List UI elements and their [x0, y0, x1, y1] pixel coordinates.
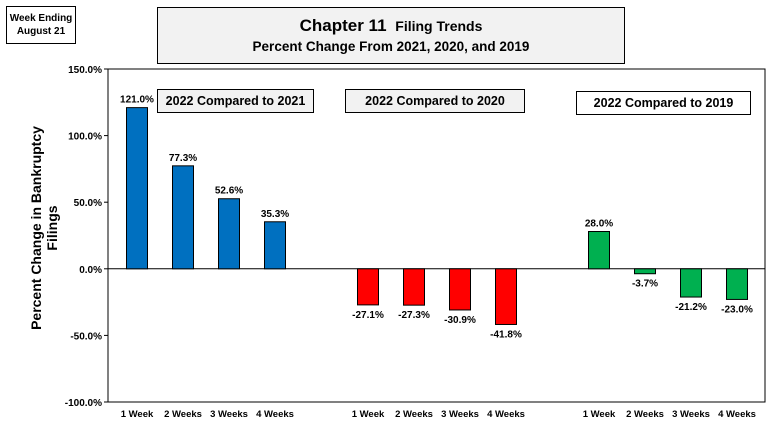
- x-tick-label: 2 Weeks: [395, 409, 433, 420]
- bar: [726, 268, 748, 300]
- chart-title-main: Chapter 11: [299, 16, 387, 35]
- bar: [218, 198, 240, 270]
- bar: [264, 221, 286, 270]
- y-tick-label: -100.0%: [65, 398, 102, 409]
- bar: [634, 268, 656, 275]
- x-tick-label: 4 Weeks: [256, 409, 294, 420]
- plot-area: [107, 68, 766, 403]
- bar: [588, 231, 610, 270]
- data-label: 28.0%: [585, 219, 613, 230]
- x-tick-label: 3 Weeks: [210, 409, 248, 420]
- data-label: 121.0%: [120, 95, 154, 106]
- bar: [126, 107, 148, 270]
- y-tick-label: -50.0%: [70, 331, 102, 342]
- week-ending-date: August 21: [16, 26, 66, 37]
- panel-label-2021: 2022 Compared to 2021: [157, 89, 314, 113]
- x-tick-label: 4 Weeks: [718, 409, 756, 420]
- y-tick-label: 50.0%: [74, 198, 102, 209]
- panel-label-2020: 2022 Compared to 2020: [345, 89, 525, 113]
- data-label: -27.1%: [352, 310, 384, 321]
- data-label: -41.8%: [490, 329, 522, 340]
- chart-title-box: Chapter 11 Filing Trends Percent Change …: [157, 7, 625, 64]
- x-tick-label: 3 Weeks: [441, 409, 479, 420]
- y-tick-label: 0.0%: [79, 265, 102, 276]
- week-ending-box: Week Ending August 21: [6, 6, 76, 44]
- y-tick-label: 100.0%: [68, 132, 102, 143]
- x-tick-label: 2 Weeks: [164, 409, 202, 420]
- bar: [680, 268, 702, 298]
- data-label: 52.6%: [215, 186, 243, 197]
- data-label: 77.3%: [169, 153, 197, 164]
- data-label: 35.3%: [261, 209, 289, 220]
- x-tick-label: 4 Weeks: [487, 409, 525, 420]
- week-ending-label: Week Ending: [9, 13, 73, 24]
- bar: [357, 268, 379, 306]
- bar: [403, 268, 425, 306]
- x-tick-label: 2 Weeks: [626, 409, 664, 420]
- chart-title-word: Filing Trends: [395, 18, 483, 34]
- bar: [172, 165, 194, 270]
- x-tick-label: 1 Week: [121, 409, 154, 420]
- y-axis-label: Percent Change in Bankruptcy Filings: [28, 126, 60, 330]
- panel-label-2019: 2022 Compared to 2019: [576, 91, 751, 115]
- data-label: -30.9%: [444, 315, 476, 326]
- x-tick-label: 3 Weeks: [672, 409, 710, 420]
- data-label: -27.3%: [398, 310, 430, 321]
- x-tick-label: 1 Week: [352, 409, 385, 420]
- x-tick-label: 1 Week: [583, 409, 616, 420]
- data-label: -3.7%: [632, 279, 658, 290]
- y-tick-label: 150.0%: [68, 65, 102, 76]
- bar: [495, 268, 517, 325]
- data-label: -23.0%: [721, 304, 753, 315]
- chart-subtitle: Percent Change From 2021, 2020, and 2019: [252, 39, 530, 54]
- bar: [449, 268, 471, 311]
- chart-title: Chapter 11 Filing Trends: [158, 16, 624, 36]
- data-label: -21.2%: [675, 302, 707, 313]
